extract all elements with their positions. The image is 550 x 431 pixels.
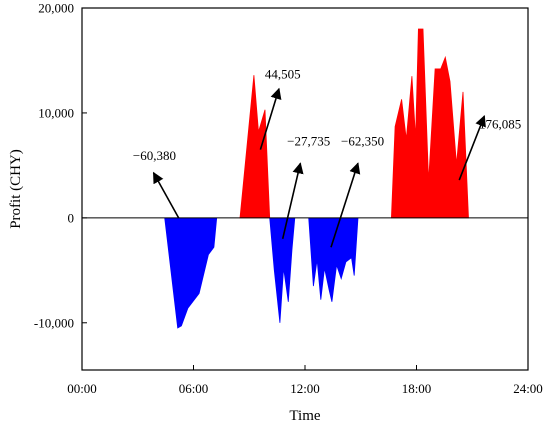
loss-area-1 (164, 217, 218, 329)
loss-area-4 (308, 217, 359, 302)
x-tick-label-2: 12:00 (290, 381, 320, 396)
annotation-arrow-5 (458, 115, 486, 181)
annotation-arrow-1 (152, 171, 180, 219)
annotation-label-5: 176,085 (479, 117, 521, 132)
x-tick-label-0: 00:00 (67, 381, 97, 396)
x-tick-label-4: 24:00 (513, 381, 543, 396)
y-axis-title: Profit (CHY) (8, 149, 24, 229)
y-tick-label-1: 0 (68, 210, 75, 225)
y-tick-label-0: -10,000 (34, 315, 74, 330)
profit-area-2 (239, 75, 271, 219)
profit-regions (164, 28, 469, 329)
loss-area-3 (269, 217, 296, 323)
annotation-arrow-2 (259, 87, 282, 150)
profit-area-5 (390, 28, 469, 219)
x-tick-label-3: 18:00 (402, 381, 432, 396)
annotation-label-1: −60,380 (133, 148, 176, 163)
annotation-arrow-3 (281, 162, 304, 240)
annotation-label-4: −62,350 (341, 133, 384, 148)
axis-ticks: 00:00 06:00 12:00 18:00 24:00 -10,000 0 10,000 2… (34, 1, 543, 397)
y-tick-label-2: 10,000 (38, 105, 74, 120)
annotations: −60,380 44,505 −27,735 −62,350 176,085 (133, 66, 521, 248)
annotation-arrow-4 (330, 162, 361, 248)
y-tick-label-3: 20,000 (38, 1, 74, 16)
annotation-label-3: −27,735 (287, 133, 330, 148)
annotation-label-2: 44,505 (265, 66, 301, 81)
x-tick-label-1: 06:00 (179, 381, 209, 396)
x-axis-title: Time (289, 408, 320, 424)
